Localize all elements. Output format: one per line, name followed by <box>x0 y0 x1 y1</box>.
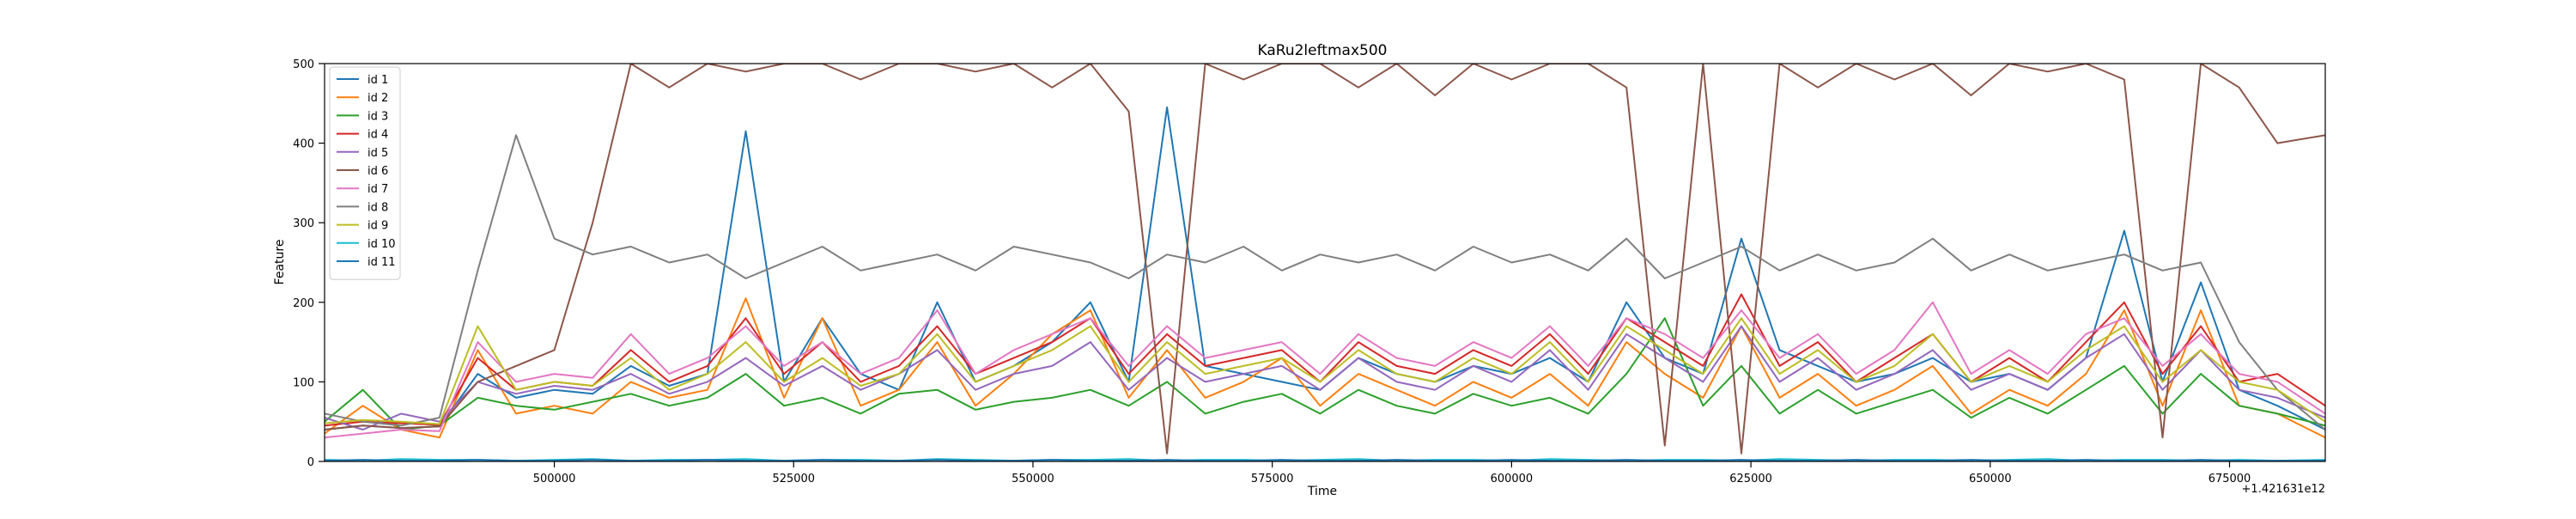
x-axis-label: Time <box>1307 485 1337 498</box>
x-tick-label: 625000 <box>1729 473 1772 485</box>
x-tick-label: 675000 <box>2208 473 2251 485</box>
legend-label: id 4 <box>368 129 388 142</box>
x-tick-label: 500000 <box>533 473 576 485</box>
x-tick-label: 550000 <box>1012 473 1054 485</box>
series-line-11 <box>325 459 2325 461</box>
y-tick-label: 0 <box>307 456 314 469</box>
legend-label: id 3 <box>368 110 388 123</box>
y-tick-label: 100 <box>293 376 314 389</box>
x-tick-label: 650000 <box>1969 473 2012 485</box>
legend-label: id 5 <box>368 147 388 160</box>
y-tick-label: 300 <box>293 217 314 230</box>
y-tick-label: 400 <box>293 138 314 151</box>
legend: id 1 id 2 id 3 id 4 id 5 id 6 id 7 id 8 id 9 id 1… <box>329 66 401 280</box>
legend-label: id 2 <box>368 92 388 105</box>
plot-frame <box>324 63 2326 462</box>
series-line-6 <box>325 64 2325 455</box>
axes: 500000 525000 550000 575000 600000 625000 6500… <box>293 58 2326 485</box>
legend-label: id 10 <box>368 238 396 251</box>
x-axis-offset-label: +1.421631e12 <box>2242 483 2325 496</box>
legend-label: id 9 <box>368 220 388 233</box>
series-line-9 <box>325 317 2325 425</box>
plot-area <box>325 64 2325 461</box>
legend-label: id 1 <box>368 74 388 87</box>
legend-box <box>329 66 401 280</box>
legend-label: id 7 <box>368 183 388 196</box>
legend-label: id 6 <box>368 165 388 178</box>
series-line-8 <box>325 134 2325 430</box>
y-tick-label: 200 <box>293 297 314 310</box>
y-axis-label: Feature <box>273 240 287 285</box>
x-tick-label: 600000 <box>1491 473 1534 485</box>
x-tick-label: 575000 <box>1251 473 1294 485</box>
y-tick-label: 500 <box>293 58 314 71</box>
x-tick-label: 525000 <box>772 473 815 485</box>
legend-label: id 8 <box>368 201 388 214</box>
series-lines <box>325 64 2325 461</box>
chart-title: KaRu2leftmax500 <box>1258 42 1388 59</box>
series-line-7 <box>325 301 2325 439</box>
series-line-2 <box>325 297 2325 439</box>
series-line-5 <box>325 325 2325 430</box>
legend-label: id 11 <box>368 256 396 269</box>
series-line-3 <box>325 317 2325 430</box>
